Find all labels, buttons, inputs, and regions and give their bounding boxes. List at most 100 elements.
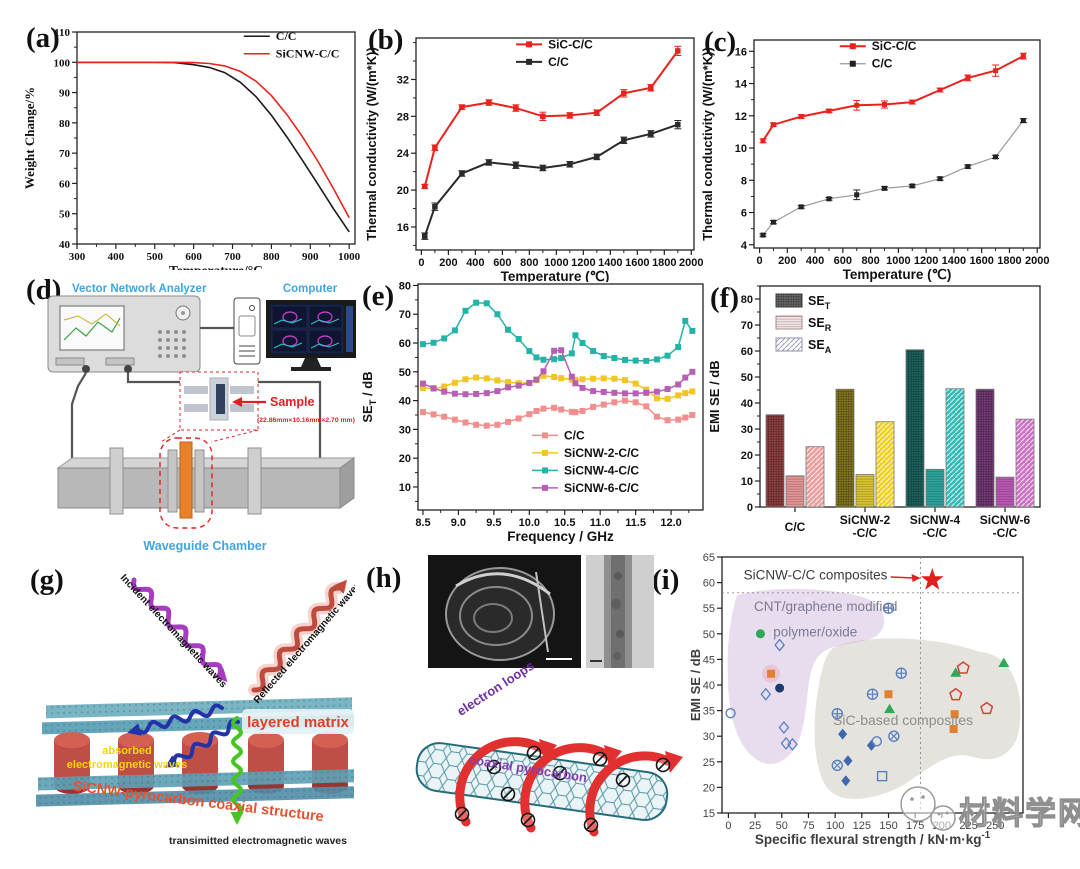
b-axes: 0 200 400 600 800 1000 1200 1400 1600 1800 2000 16 2… — [364, 37, 704, 282]
svg-text:16: 16 — [735, 46, 747, 58]
watermark-text: 材料学网 — [959, 796, 1080, 832]
svg-text:900: 900 — [302, 251, 319, 263]
svg-text:1000: 1000 — [338, 251, 361, 263]
panel-b-thermal-conductivity: 0 200 400 600 800 1000 1200 1400 1600 1800 2000 16 2… — [362, 16, 710, 282]
svg-text:C/C: C/C — [564, 428, 585, 442]
absorbed-wave-label-line1: absorbed — [102, 745, 152, 757]
vna-port-2-icon — [124, 365, 132, 373]
f-bars — [765, 349, 1035, 508]
svg-text:225: 225 — [959, 820, 977, 832]
svg-text:0: 0 — [747, 502, 753, 514]
vna-setup-diagram: Vector Network Analyzer Computer — [47, 283, 356, 553]
reflected-wave-label: Reflected electromagnetic waves — [252, 580, 355, 706]
tem-image — [586, 555, 654, 668]
svg-text:1800: 1800 — [652, 257, 676, 269]
svg-text:25: 25 — [749, 820, 761, 832]
sample-dimensions: (22.86mm×10.16mm×2.70 mm) — [257, 417, 355, 424]
svg-text:1200: 1200 — [571, 257, 595, 269]
svg-text:75: 75 — [802, 820, 814, 832]
svg-text:16: 16 — [397, 222, 409, 234]
svg-text:15: 15 — [703, 808, 715, 820]
svg-text:70: 70 — [59, 148, 71, 160]
a-series — [77, 61, 350, 233]
svg-text:70: 70 — [399, 309, 411, 321]
svg-text:200: 200 — [439, 257, 457, 269]
svg-text:11.5: 11.5 — [625, 517, 646, 529]
watermark: 材料学网 — [893, 778, 1080, 840]
svg-text:1200: 1200 — [914, 255, 938, 267]
svg-text:80: 80 — [59, 118, 71, 130]
svg-text:50: 50 — [776, 820, 788, 832]
svg-text:150: 150 — [879, 820, 897, 832]
svg-text:2000: 2000 — [1025, 255, 1049, 267]
e-series — [419, 299, 696, 429]
svg-text:800: 800 — [520, 257, 538, 269]
svg-text:SiCNW-4-C/C: SiCNW-4-C/C — [564, 463, 639, 477]
electron-loop-arrows — [455, 737, 675, 837]
svg-text:2000: 2000 — [679, 257, 703, 269]
svg-text:400: 400 — [108, 251, 125, 263]
tga-weight-change-chart: 300 400 500 600 700 800 900 1000 40 50 60 70 80 90 100… — [22, 27, 361, 270]
svg-text:1800: 1800 — [997, 255, 1021, 267]
c-series — [759, 52, 1027, 238]
panel-d-setup-diagram: Vector Network Analyzer Computer — [20, 270, 360, 560]
panel-c-thermal-conductivity: 0 200 400 600 800 1000 1200 1400 1600 1800 2000 4 6 8… — [698, 16, 1080, 282]
absorbed-wave-label-line2: electromagnetic waves — [67, 759, 187, 771]
arrow-right-icon — [911, 573, 921, 582]
svg-text:Frequency / GHz: Frequency / GHz — [507, 529, 614, 544]
svg-text:EMI SE / dB: EMI SE / dB — [707, 360, 722, 432]
region-label: SiC-based composites — [833, 712, 973, 728]
svg-text:SiCNW-6-C/C: SiCNW-6-C/C — [564, 481, 639, 495]
svg-text:SiCNW-2-C/C: SiCNW-2-C/C — [564, 446, 639, 460]
region-label: CNT/graphene modified — [754, 599, 897, 614]
vna-instrument — [47, 295, 201, 373]
svg-text:80: 80 — [741, 294, 753, 306]
svg-text:-C/C: -C/C — [853, 526, 878, 540]
svg-text:1400: 1400 — [942, 255, 966, 267]
sample-highlight-dashed-box — [159, 437, 213, 529]
sample-cross-section — [216, 384, 225, 414]
svg-text:65: 65 — [703, 552, 715, 564]
series-SiCNW-C/C — [77, 61, 350, 219]
svg-text:50: 50 — [399, 367, 411, 379]
svg-text:100: 100 — [826, 820, 844, 832]
svg-text:0: 0 — [756, 255, 762, 267]
star-marker-icon — [920, 568, 944, 590]
svg-text:SiCNW-C/C: SiCNW-C/C — [276, 47, 340, 61]
svg-text:0: 0 — [418, 257, 424, 269]
svg-text:11.0: 11.0 — [590, 517, 611, 529]
svg-text:90: 90 — [59, 88, 71, 100]
electron-symbols — [454, 745, 671, 833]
sample-callout: Sample (22.86mm×10.16mm×2.70 mm) — [232, 395, 355, 424]
panel-g-mechanism-diagram: layered matrix Incident electromagnetic … — [20, 556, 355, 862]
b-series — [421, 45, 682, 240]
e-legend: C/C SiCNW-2-C/C SiCNW-4-C/C SiCNW-6-C/C — [532, 428, 639, 495]
panel-label-e: (e) — [362, 280, 395, 312]
svg-text:C/C: C/C — [785, 520, 806, 534]
panel-label-c: (c) — [704, 26, 737, 58]
sem-image — [428, 555, 581, 668]
svg-text:Thermal conductivity (W/(m*K)): Thermal conductivity (W/(m*K)) — [364, 47, 379, 241]
svg-text:Temperature (℃): Temperature (℃) — [843, 267, 952, 282]
svg-text:-C/C: -C/C — [993, 526, 1018, 540]
svg-text:20: 20 — [703, 782, 715, 794]
coaxial-pyrocarbon-diagram: electron loops coaxial pyrocarbon — [415, 555, 683, 837]
svg-text:1000: 1000 — [544, 257, 568, 269]
svg-text:125: 125 — [853, 820, 871, 832]
svg-text:20: 20 — [399, 453, 411, 465]
svg-text:24: 24 — [397, 148, 410, 160]
svg-text:25: 25 — [703, 757, 715, 769]
panel-label-b: (b) — [368, 24, 404, 56]
svg-text:SEA: SEA — [808, 338, 832, 355]
f-legend: SET SER SEA — [775, 293, 832, 355]
svg-text:9.5: 9.5 — [486, 517, 501, 529]
svg-text:EMI SE / dB: EMI SE / dB — [688, 649, 703, 721]
layered-matrix-badge: layered matrix — [242, 709, 354, 734]
svg-text:400: 400 — [466, 257, 484, 269]
series-SiCNW-6-C/C — [422, 349, 693, 396]
a-legend: C/C SiCNW-C/C — [243, 29, 340, 61]
wave-arrows — [127, 577, 348, 825]
svg-text:SET / dB: SET / dB — [360, 371, 378, 422]
